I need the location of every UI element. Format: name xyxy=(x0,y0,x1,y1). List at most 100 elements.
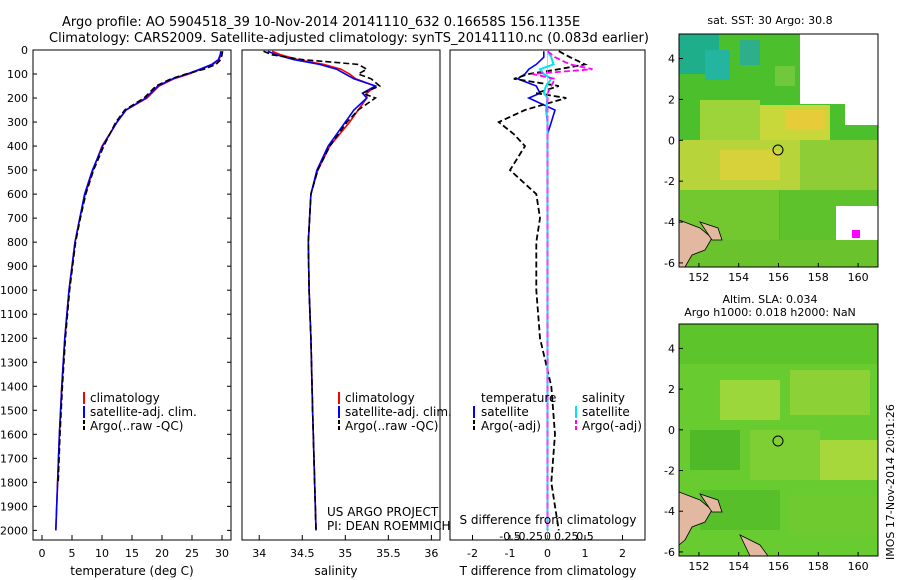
sst-cloud-gap xyxy=(836,206,878,246)
salinity-tick-label: 34.5 xyxy=(290,547,315,560)
legend-temperature-header: temperature xyxy=(481,391,556,405)
lon-tick-label: 160 xyxy=(848,271,869,284)
argo-line xyxy=(263,50,382,531)
sst-cloud-gap xyxy=(845,100,878,125)
legend-s-argo-label: Argo(-adj) xyxy=(582,419,642,433)
lon-tick-label: 156 xyxy=(768,271,789,284)
difference-series xyxy=(497,50,593,540)
temperature-legend: climatology satellite-adj. clim. Argo(..… xyxy=(83,391,197,433)
temperature-series xyxy=(55,51,224,531)
s-difference-label: S difference from climatology xyxy=(460,513,637,527)
argo-position-marker xyxy=(772,144,784,156)
sst-map-title: sat. SST: 30 Argo: 30.8 xyxy=(707,14,832,27)
legend-satellite-label: satellite-adj. clim. xyxy=(345,405,452,419)
sla-patch xyxy=(790,370,870,415)
t-difference-tick-label: 2 xyxy=(619,547,626,560)
salinity-difference-axis: -0.5-0.2500.250.5 xyxy=(499,530,593,543)
argo-line xyxy=(57,51,224,483)
lat-tick-label: 2 xyxy=(668,383,675,396)
t-difference-tick-label: 0 xyxy=(544,547,551,560)
lon-tick-label: 156 xyxy=(768,560,789,573)
t-argo-line xyxy=(497,50,588,531)
depth-tick-label: 1300 xyxy=(0,356,28,369)
sla-patch xyxy=(750,430,820,480)
temperature-panel-frame xyxy=(32,49,232,541)
legend-s-satellite-label: satellite xyxy=(582,405,630,419)
s-difference-tick-label: 0.25 xyxy=(554,530,579,543)
depth-tick-label: 0 xyxy=(21,44,28,57)
lat-tick-label: -6 xyxy=(664,257,675,270)
sla-map-axes: 152 154 156 158 160 -6 -4 -2 0 2 4 xyxy=(664,342,869,573)
temperature-xlabel: temperature (deg C) xyxy=(70,564,193,578)
sla-patch xyxy=(720,380,780,420)
lat-tick-label: 0 xyxy=(668,424,675,437)
depth-tick-label: 1500 xyxy=(0,404,28,417)
temperature-tick-label: 15 xyxy=(125,547,139,560)
land-mass xyxy=(699,493,723,513)
depth-tick-label: 700 xyxy=(7,212,28,225)
depth-tick-label: 900 xyxy=(7,260,28,273)
land-mass xyxy=(739,534,769,556)
depth-tick-label: 1900 xyxy=(0,500,28,513)
depth-tick-label: 1700 xyxy=(0,452,28,465)
sst-patch xyxy=(800,140,878,190)
land-mass xyxy=(679,219,713,267)
sst-patch xyxy=(700,100,760,140)
lat-tick-label: 4 xyxy=(668,342,675,355)
depth-tick-label: 300 xyxy=(7,116,28,129)
lon-tick-label: 160 xyxy=(848,560,869,573)
imos-timestamp: IMOS 17-Nov-2014 20:01:26 xyxy=(884,404,897,560)
temperature-tick-label: 10 xyxy=(95,547,109,560)
sla-patch xyxy=(679,324,878,364)
depth-tick-label: 1200 xyxy=(0,332,28,345)
lat-tick-label: 4 xyxy=(668,53,675,66)
argo-position-marker xyxy=(772,435,784,447)
salinity-panel-frame xyxy=(241,49,441,541)
lat-tick-label: -4 xyxy=(664,216,675,229)
sla-patch xyxy=(690,430,740,470)
depth-tick-label: 200 xyxy=(7,92,28,105)
temperature-axis: 0 5 10 15 20 25 30 xyxy=(39,535,229,560)
legend-t-satellite-label: satellite xyxy=(481,405,529,419)
sst-patch xyxy=(785,110,825,130)
depth-tick-label: 1000 xyxy=(0,284,28,297)
sst-patch xyxy=(720,150,780,180)
t-difference-tick-label: 1 xyxy=(582,547,589,560)
sla-map-title-line-1: Altim. SLA: 0.034 xyxy=(722,293,817,306)
salinity-tick-label: 36 xyxy=(424,547,438,560)
legend-argo-label: Argo(..raw -QC) xyxy=(90,419,183,433)
land-mass xyxy=(699,221,723,241)
land-mass xyxy=(679,491,713,546)
depth-tick-label: 1800 xyxy=(0,476,28,489)
temperature-tick-label: 5 xyxy=(69,547,76,560)
depth-tick-label: 1100 xyxy=(0,308,28,321)
sst-patch xyxy=(679,240,878,267)
legend-climatology-label: climatology xyxy=(345,391,415,405)
lon-tick-label: 154 xyxy=(728,560,749,573)
t-difference-tick-label: -2 xyxy=(467,547,478,560)
lon-tick-label: 154 xyxy=(728,271,749,284)
lat-tick-label: 2 xyxy=(668,93,675,106)
pi-credit: PI: DEAN ROEMMICH xyxy=(327,519,450,533)
salinity-axis: 34 34.5 35 35.5 36 xyxy=(252,535,438,560)
legend-t-argo-label: Argo(-adj) xyxy=(481,419,541,433)
sla-map-title-line-2: Argo h1000: 0.018 h2000: NaN xyxy=(684,306,856,319)
s-difference-tick-label: -0.25 xyxy=(515,530,543,543)
lat-tick-label: -4 xyxy=(664,505,675,518)
legend-argo-label: Argo(..raw -QC) xyxy=(345,419,438,433)
sla-patch xyxy=(790,495,878,535)
depth-tick-label: 600 xyxy=(7,188,28,201)
lon-tick-label: 158 xyxy=(808,560,829,573)
legend-satellite-label: satellite-adj. clim. xyxy=(90,405,197,419)
temperature-tick-label: 20 xyxy=(155,547,169,560)
t-difference-tick-label: -1 xyxy=(505,547,516,560)
legend-salinity-header: salinity xyxy=(582,391,625,405)
header-line-1: Argo profile: AO 5904518_39 10-Nov-2014 … xyxy=(62,15,580,30)
header-line-2: Climatology: CARS2009. Satellite-adjuste… xyxy=(49,31,649,46)
temperature-tick-label: 0 xyxy=(39,547,46,560)
sst-cloud-gap xyxy=(800,34,878,104)
depth-tick-label: 2000 xyxy=(0,524,28,537)
depth-tick-label: 100 xyxy=(7,68,28,81)
salinity-legend: climatology satellite-adj. clim. Argo(..… xyxy=(338,391,452,433)
